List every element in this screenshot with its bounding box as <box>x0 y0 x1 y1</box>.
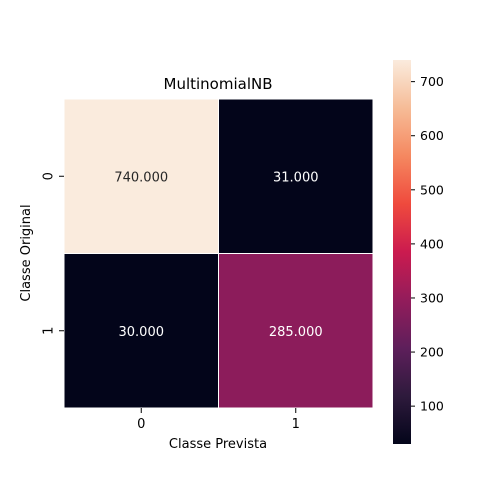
heatmap-cell-labels: 740.000 31.000 30.000 285.000 <box>114 170 322 340</box>
colorbar <box>393 60 411 444</box>
heatmap-cell <box>218 98 374 254</box>
heatmap-cell <box>63 98 219 254</box>
colorbar-tick-label: 500 <box>420 182 444 197</box>
colorbar-tick-label: 700 <box>420 74 444 89</box>
cell-value-label: 30.000 <box>119 325 165 340</box>
colorbar-tick-label: 200 <box>420 345 444 360</box>
cell-value-label: 31.000 <box>273 170 319 185</box>
x-axis-label: Classe Prevista <box>169 437 267 452</box>
colorbar-tick-label: 100 <box>420 399 444 414</box>
colorbar-tick-label: 400 <box>420 236 444 251</box>
chart-title: MultinomialNB <box>164 75 273 93</box>
y-axis-label: Classe Original <box>19 204 34 301</box>
heatmap-cell <box>218 253 374 409</box>
x-tick-label: 0 <box>137 417 145 432</box>
colorbar-tick-label: 600 <box>420 128 444 143</box>
y-tick-label: 0 <box>42 172 57 180</box>
colorbar-tick-label: 300 <box>420 290 444 305</box>
y-tick-label: 1 <box>42 327 57 335</box>
heatmap-cell <box>63 253 219 409</box>
x-tick-label: 1 <box>292 417 300 432</box>
cell-value-label: 740.000 <box>114 170 168 185</box>
heatmap-cells <box>63 98 374 409</box>
y-axis-ticks: 01 <box>42 172 64 335</box>
cell-value-label: 285.000 <box>269 325 323 340</box>
colorbar-ticks: 100 200 300 400 500 600 700 <box>411 74 444 414</box>
